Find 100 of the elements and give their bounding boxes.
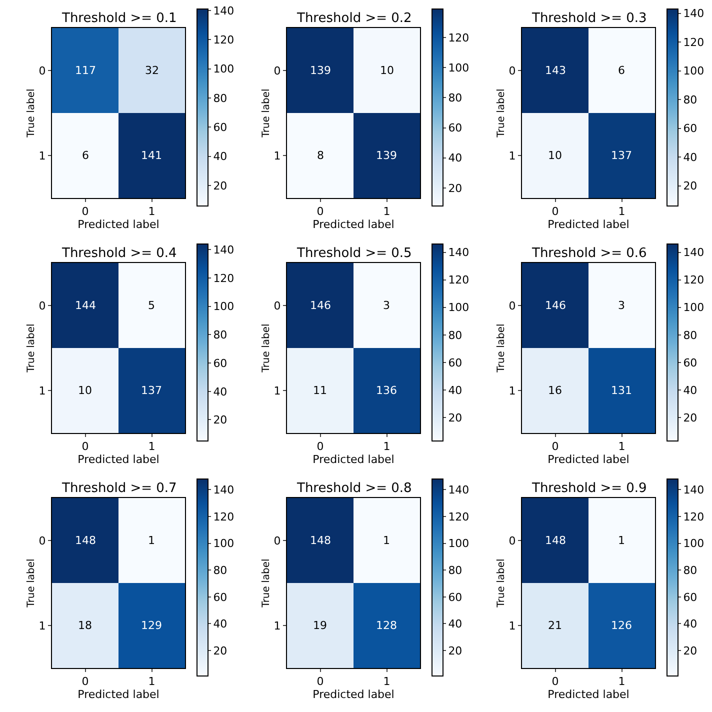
y-axis-title: True label <box>260 324 272 374</box>
data-label: 21 <box>548 619 562 632</box>
color-bar-label: 20 <box>448 644 462 658</box>
x-axis-title: Predicted label <box>312 218 394 232</box>
data-label: 6 <box>618 64 625 77</box>
y-tick-label: 1 <box>508 619 516 632</box>
data-label: 19 <box>313 619 327 632</box>
color-bar-label: 80 <box>213 92 228 105</box>
color-bar-label: 140 <box>213 484 234 497</box>
x-tick-label: 1 <box>148 675 156 688</box>
data-label: 1 <box>618 534 625 547</box>
data-label: 137 <box>141 384 162 397</box>
y-tick-label: 0 <box>274 534 281 548</box>
y-tick-label: 1 <box>274 384 281 398</box>
data-label: 148 <box>310 534 331 547</box>
data-label: 143 <box>545 64 566 77</box>
x-axis-title: Predicted label <box>548 688 630 702</box>
x-tick-label: 1 <box>618 675 626 688</box>
color-bar-label: 100 <box>683 64 704 78</box>
color-bar-label: 40 <box>213 385 228 398</box>
color-bar-label: 100 <box>448 62 470 74</box>
chart-title: Threshold >= 0.9 <box>531 481 647 496</box>
chart-title: Threshold >= 0.8 <box>296 481 412 496</box>
x-tick-label: 0 <box>82 205 89 218</box>
data-label: 136 <box>376 384 397 397</box>
x-tick-label: 0 <box>552 440 559 454</box>
x-axis-title: Predicted label <box>548 218 630 232</box>
color-bar-label: 80 <box>213 564 228 577</box>
data-label: 10 <box>548 149 562 162</box>
x-axis-title: Predicted label <box>78 688 160 702</box>
color-bar-label: 60 <box>683 590 698 604</box>
color-bar-label: 20 <box>213 414 228 427</box>
x-tick-label: 1 <box>383 440 390 454</box>
y-tick-label: 0 <box>38 534 46 548</box>
chart-title: Threshold >= 0.6 <box>531 246 647 261</box>
data-label: 11 <box>313 384 327 397</box>
color-bar-label: 20 <box>213 644 228 658</box>
color-bar-label: 100 <box>683 301 704 314</box>
color-bar-label: 60 <box>213 356 228 370</box>
y-axis-title: True label <box>26 558 37 608</box>
data-label: 3 <box>618 299 625 312</box>
x-tick-label: 1 <box>148 205 156 218</box>
y-tick-label: 1 <box>38 384 46 398</box>
color-bar-label: 140 <box>448 484 470 497</box>
data-label: 128 <box>376 619 397 632</box>
color-bar-label: 120 <box>683 36 704 49</box>
y-tick-label: 0 <box>508 534 516 548</box>
x-tick-label: 0 <box>82 675 89 688</box>
color-bar-label: 60 <box>448 122 462 135</box>
color-bar-label: 120 <box>213 33 234 46</box>
y-tick-label: 0 <box>38 64 46 78</box>
data-label: 148 <box>75 534 96 547</box>
color-bar-label: 20 <box>683 644 698 658</box>
data-label: 16 <box>548 384 562 397</box>
data-label: 6 <box>82 149 89 162</box>
y-tick-label: 0 <box>38 299 46 312</box>
color-bar-label: 80 <box>448 564 462 577</box>
x-axis-title: Predicted label <box>312 453 394 466</box>
y-tick-label: 1 <box>508 384 516 398</box>
x-tick-label: 0 <box>316 440 324 454</box>
data-label: 146 <box>545 299 566 312</box>
x-axis-title: Predicted label <box>548 453 630 466</box>
data-label: 139 <box>310 64 331 77</box>
y-axis-title: True label <box>260 558 272 608</box>
color-bar-label: 100 <box>213 537 234 550</box>
color-bar-label: 100 <box>213 62 234 76</box>
data-label: 117 <box>75 64 96 77</box>
x-axis-title: Predicted label <box>312 688 394 702</box>
y-tick-label: 0 <box>508 64 516 78</box>
data-label: 141 <box>141 149 162 162</box>
color-bar-label: 80 <box>448 328 462 342</box>
x-tick-label: 1 <box>618 440 626 454</box>
data-label: 10 <box>380 64 394 77</box>
y-axis-title: True label <box>26 88 37 138</box>
color-bar-label: 120 <box>448 510 470 524</box>
data-label: 1 <box>383 534 390 547</box>
color-bar-label: 120 <box>683 510 704 524</box>
y-tick-label: 1 <box>508 149 516 162</box>
x-tick-label: 1 <box>383 205 390 218</box>
data-label: 10 <box>78 384 92 397</box>
color-bar-label: 80 <box>683 93 698 106</box>
color-bar-label: 100 <box>448 537 470 550</box>
x-tick-label: 0 <box>552 205 559 218</box>
color-bar-label: 120 <box>213 510 234 524</box>
x-tick-label: 0 <box>316 675 324 688</box>
data-label: 18 <box>78 619 92 632</box>
color-bar-label: 80 <box>683 564 698 577</box>
color-bar-label: 40 <box>683 150 698 164</box>
data-label: 32 <box>145 64 159 77</box>
x-tick-label: 0 <box>82 440 89 454</box>
x-tick-label: 1 <box>148 440 156 454</box>
data-label: 126 <box>611 619 632 632</box>
color-bar-label: 60 <box>448 356 462 370</box>
y-tick-label: 0 <box>274 299 281 312</box>
color-bar-label: 60 <box>213 121 228 134</box>
color-bar-label: 120 <box>213 272 234 285</box>
y-tick-label: 1 <box>274 619 281 632</box>
chart-title: Threshold >= 0.4 <box>61 246 177 261</box>
color-bar-label: 60 <box>683 356 698 370</box>
y-tick-label: 0 <box>274 64 281 78</box>
